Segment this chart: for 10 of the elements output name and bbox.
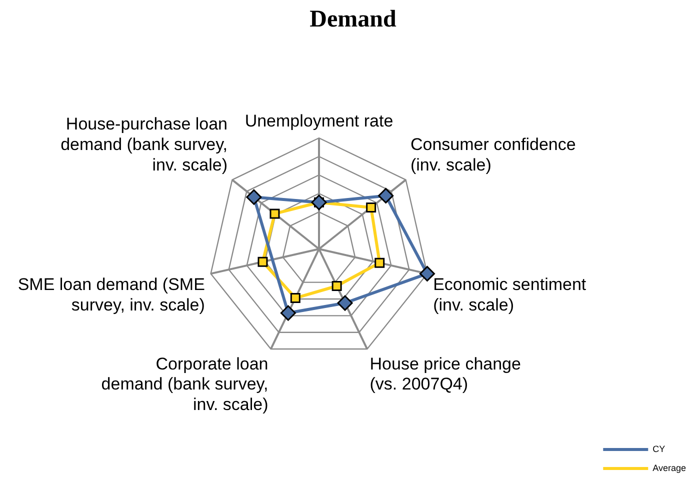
spoke-label: Consumer confidence (inv. scale) <box>410 135 576 175</box>
legend-label: CY <box>652 444 666 454</box>
spoke-label: House-purchase loan demand (bank survey, inv. scale) <box>60 114 228 175</box>
spoke-label: Economic sentiment (inv. scale) <box>433 274 586 314</box>
spoke-label: House price change (vs. 2007Q4) <box>370 354 521 394</box>
spoke-label: Corporate loan demand (bank survey, inv. scale) <box>101 354 268 414</box>
legend-label: Average <box>652 462 686 473</box>
spoke-label: SME loan demand (SME survey, inv. scale) <box>18 274 205 314</box>
chart-title: Demand <box>310 6 397 33</box>
spoke-label: Unemployment rate <box>244 111 394 130</box>
